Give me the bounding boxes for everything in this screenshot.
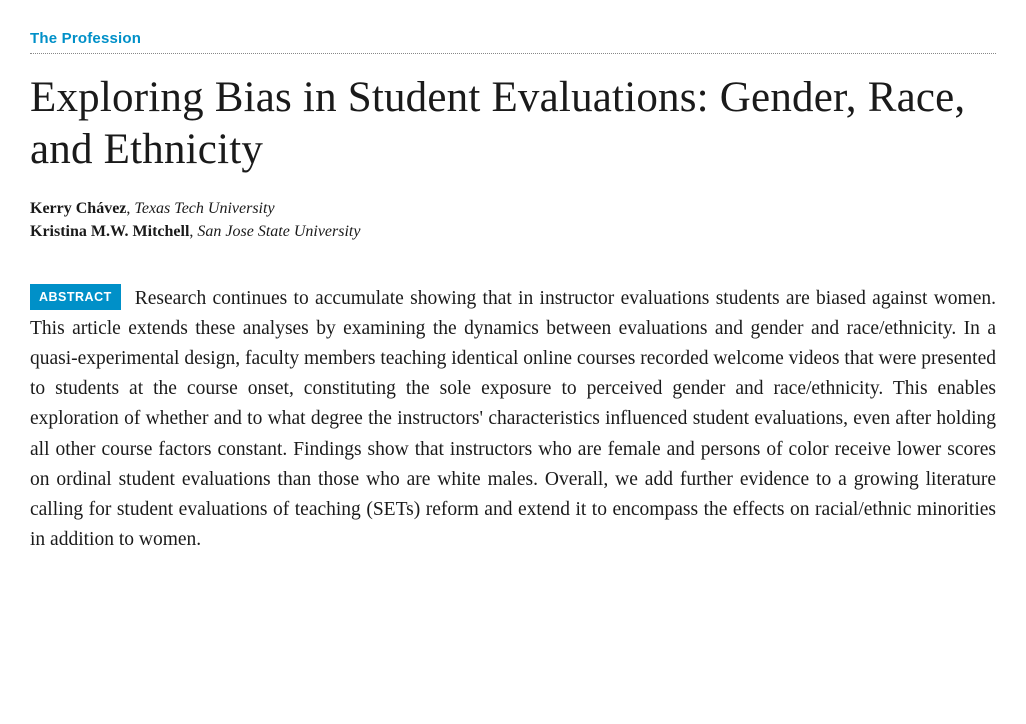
author-name: Kerry Chávez <box>30 200 126 217</box>
author-name: Kristina M.W. Mitchell <box>30 223 189 240</box>
author-affiliation: Texas Tech University <box>134 200 274 217</box>
abstract-badge: ABSTRACT <box>30 284 121 310</box>
abstract-block: ABSTRACTResearch continues to accumulate… <box>30 284 996 556</box>
author-line: Kerry Chávez, Texas Tech University <box>30 197 996 220</box>
section-label: The Profession <box>30 30 996 54</box>
author-affiliation: San Jose State University <box>197 223 360 240</box>
article-title: Exploring Bias in Student Evaluations: G… <box>30 72 996 175</box>
author-line: Kristina M.W. Mitchell, San Jose State U… <box>30 220 996 243</box>
abstract-text: Research continues to accumulate showing… <box>30 288 996 551</box>
authors-block: Kerry Chávez, Texas Tech University Kris… <box>30 197 996 243</box>
